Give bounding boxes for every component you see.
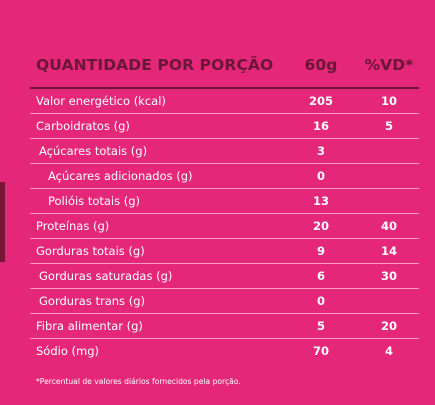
header-daily-value: %VD*: [364, 56, 414, 74]
row-divider: [30, 263, 419, 264]
row-divider: [30, 338, 419, 339]
row-divider: [30, 238, 419, 239]
row-value: 5: [316, 319, 325, 333]
table-row: Fibra alimentar (g) 5 20: [30, 314, 419, 339]
header-portion-label: QUANTIDADE POR PORÇÃO: [36, 56, 274, 74]
table-header: QUANTIDADE POR PORÇÃO 60g %VD*: [36, 56, 420, 78]
table-row: Carboidratos (g) 16 5: [30, 114, 419, 139]
table-row: Açúcares totais (g) 3: [30, 139, 419, 164]
row-label: Gorduras totais (g): [36, 244, 145, 258]
row-value: 3: [316, 144, 325, 158]
row-value: 205: [308, 94, 333, 108]
row-value: 13: [312, 194, 329, 208]
row-label: Polióis totais (g): [48, 194, 141, 208]
row-daily-value: 14: [380, 244, 397, 258]
table-row: Açúcares adicionados (g) 0: [30, 164, 419, 189]
table-row: Polióis totais (g) 13: [30, 189, 419, 214]
row-label: Fibra alimentar (g): [36, 319, 143, 333]
row-label: Açúcares adicionados (g): [48, 169, 193, 183]
row-value: 16: [312, 119, 329, 133]
row-label: Gorduras saturadas (g): [39, 269, 173, 283]
row-label: Sódio (mg): [36, 344, 99, 358]
row-divider: [30, 163, 419, 164]
row-label: Açúcares totais (g): [39, 144, 148, 158]
row-divider: [30, 288, 419, 289]
row-daily-value: 10: [380, 94, 397, 108]
table-row: Sódio (mg) 70 4: [30, 339, 419, 364]
table-row: Proteínas (g) 20 40: [30, 214, 419, 239]
row-divider: [30, 113, 419, 114]
row-value: 0: [316, 169, 325, 183]
footnote: *Percentual de valores diários fornecido…: [36, 377, 241, 386]
row-label: Gorduras trans (g): [39, 294, 145, 308]
table-row: Gorduras totais (g) 9 14: [30, 239, 419, 264]
row-divider: [30, 138, 419, 139]
row-label: Valor energético (kcal): [36, 94, 166, 108]
header-divider: [30, 87, 419, 89]
table-row: Valor energético (kcal) 205 10: [30, 89, 419, 114]
row-daily-value: 5: [384, 119, 393, 133]
row-daily-value: 30: [380, 269, 397, 283]
row-daily-value: 4: [384, 344, 393, 358]
table-row: Gorduras saturadas (g) 6 30: [30, 264, 419, 289]
table-row: Gorduras trans (g) 0: [30, 289, 419, 314]
row-daily-value: 40: [380, 219, 397, 233]
side-tab: [0, 182, 5, 262]
row-value: 9: [316, 244, 325, 258]
row-value: 6: [316, 269, 325, 283]
row-value: 20: [312, 219, 329, 233]
row-value: 0: [316, 294, 325, 308]
row-label: Carboidratos (g): [36, 119, 130, 133]
row-divider: [30, 313, 419, 314]
header-serving-size: 60g: [304, 56, 338, 74]
row-label: Proteínas (g): [36, 219, 110, 233]
row-divider: [30, 213, 419, 214]
row-divider: [30, 188, 419, 189]
row-value: 70: [312, 344, 329, 358]
row-daily-value: 20: [380, 319, 397, 333]
